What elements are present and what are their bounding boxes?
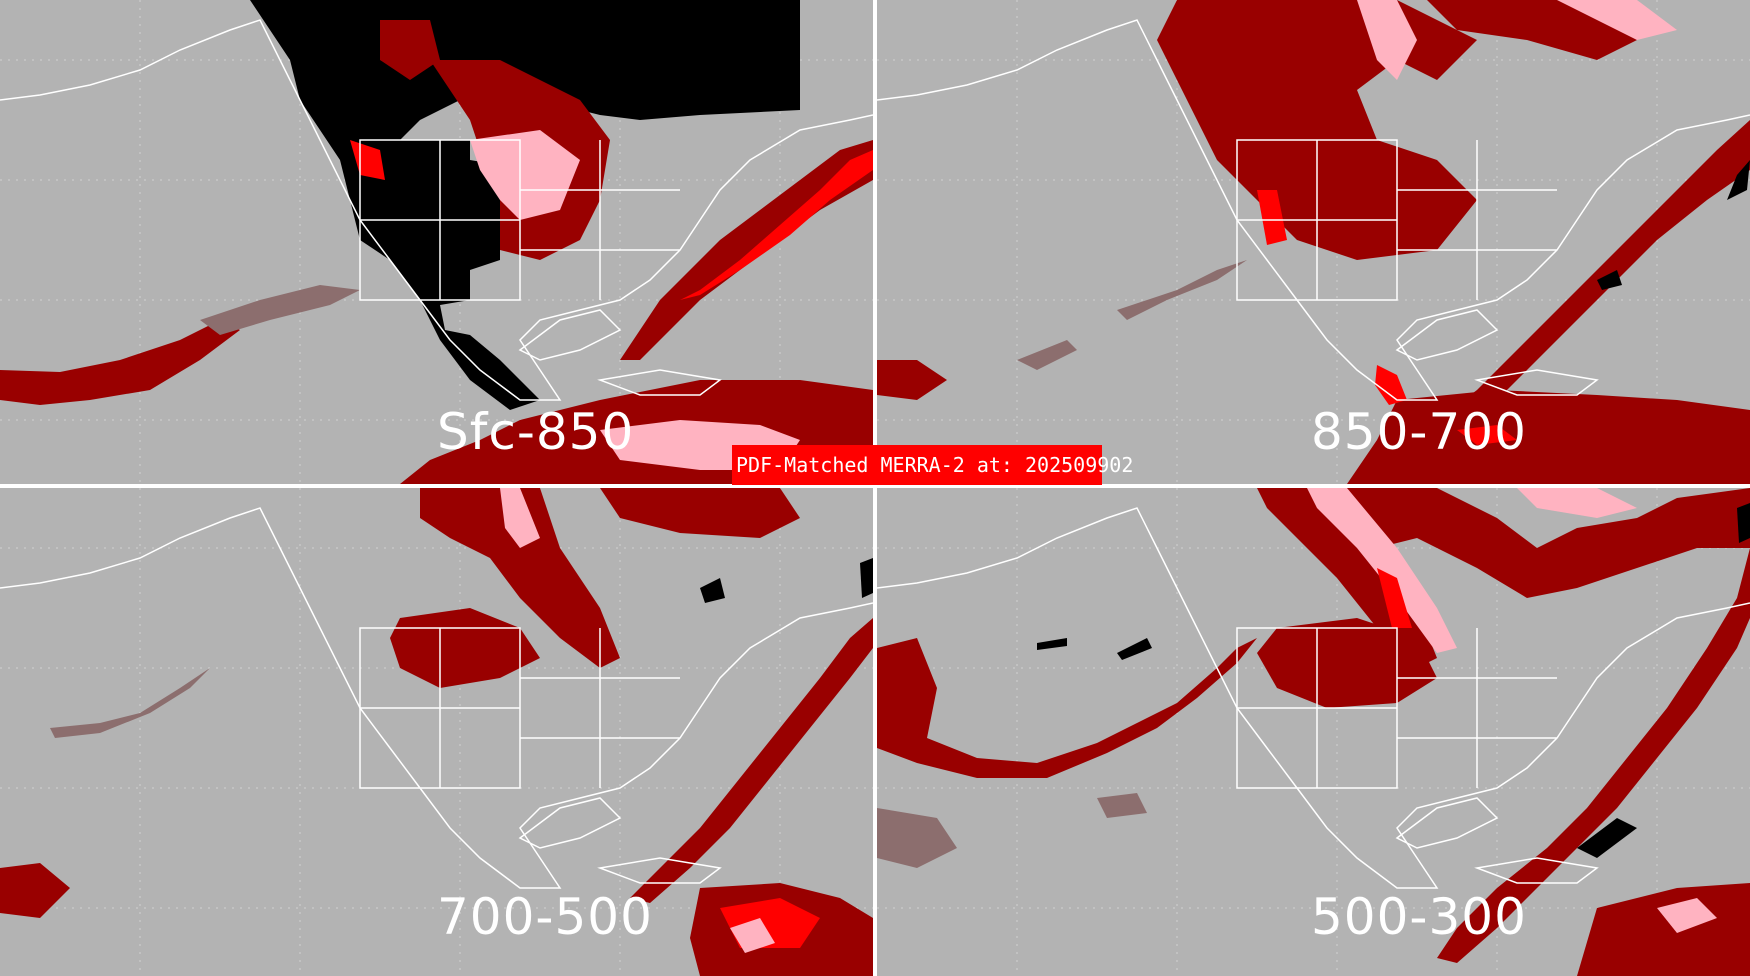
map-layer (877, 0, 1750, 484)
panel-label: Sfc-850 (437, 403, 635, 461)
map-panel-700-500: 700-500 (0, 488, 873, 976)
map-panel-sfc-850: Sfc-850 (0, 0, 873, 484)
map-layer (877, 488, 1750, 976)
title-banner: PDF-Matched MERRA-2 at: 202509902 (732, 445, 1133, 485)
map-layer (0, 488, 873, 976)
map-panel-850-700: 850-700 (877, 0, 1750, 484)
map-panel-500-300: 500-300 (877, 488, 1750, 976)
panel-label: 850-700 (1311, 403, 1527, 461)
panel-label: 500-300 (1311, 888, 1527, 946)
panel-label: 700-500 (437, 888, 653, 946)
map-layer (0, 0, 873, 484)
